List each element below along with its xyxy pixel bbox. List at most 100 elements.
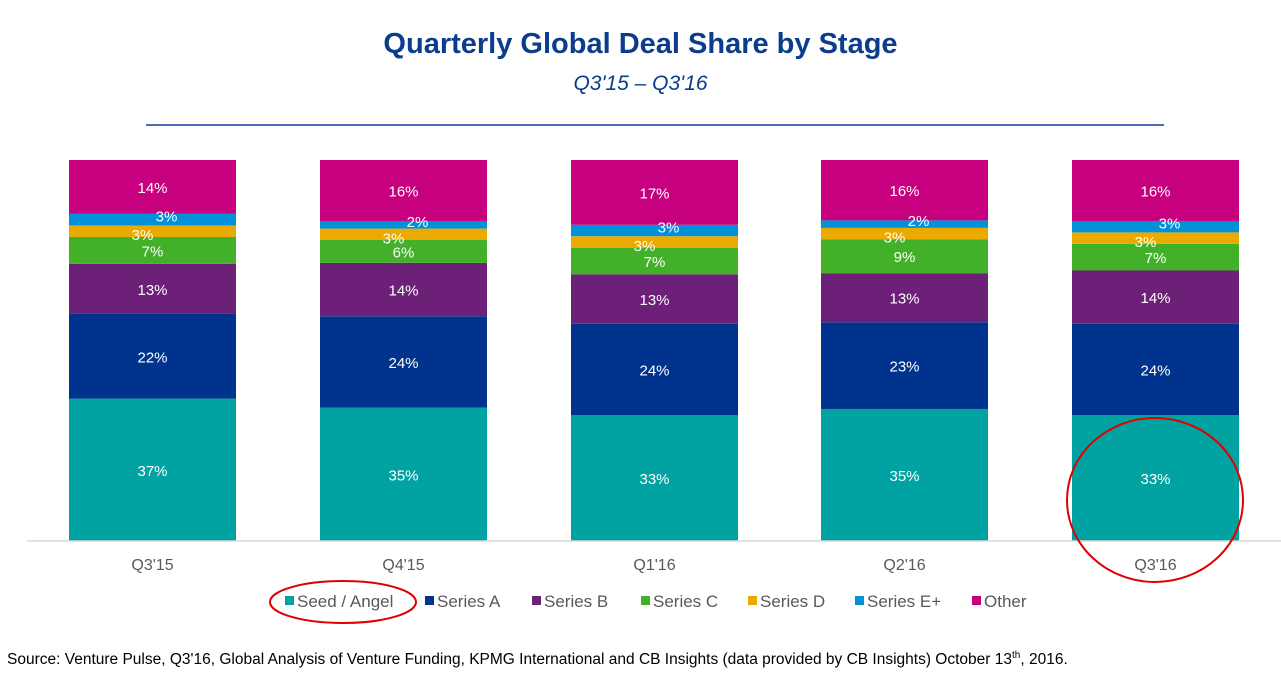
highlight-circle-bar xyxy=(1066,417,1244,583)
legend-label: Seed / Angel xyxy=(297,592,393,611)
legend-swatch xyxy=(972,596,981,605)
data-label-series-d: 3% xyxy=(634,238,656,255)
bar-segment-other xyxy=(320,160,487,221)
data-label-series-d: 3% xyxy=(884,230,906,247)
bar-segment-series-c xyxy=(571,247,738,275)
bar-segment-series-c xyxy=(1072,243,1239,271)
data-label-series-b: 13% xyxy=(639,292,669,309)
source-text: Source: Venture Pulse, Q3'16, Global Ana… xyxy=(7,651,1012,669)
x-tick-label: Q3'16 xyxy=(1134,557,1176,574)
data-label-series-e: 2% xyxy=(407,214,429,231)
bar-stack-q4-15: 35% 24% 14% 6%3%2% 16% xyxy=(320,160,487,541)
data-label-series-c: 7% xyxy=(644,254,666,271)
data-label-series-c: 6% xyxy=(393,244,415,261)
data-label-series-e: 3% xyxy=(156,209,178,226)
bar-segment-series-b xyxy=(571,274,738,324)
bar-segment-series-e xyxy=(1072,220,1239,233)
data-label-series-c: 7% xyxy=(142,243,164,260)
bar-segment-series-a xyxy=(69,313,236,399)
data-label-series-b: 14% xyxy=(388,283,418,300)
bar-segment-series-e xyxy=(571,224,738,237)
source-note: Source: Venture Pulse, Q3'16, Global Ana… xyxy=(7,650,1068,669)
stacked-bar-chart: 37%22%13%7%3%3%14%35%24%14%6%3%2%16%33%2… xyxy=(27,160,1281,624)
bar-stack-q1-16: 33%24%13%7%3%3%17% xyxy=(571,160,738,541)
data-label-series-b: 14% xyxy=(1140,290,1170,307)
bars-group: 37%22%13%7%3%3%14%35%24%14%6%3%2%16%33%2… xyxy=(69,160,1239,541)
bar-segment-series-e xyxy=(320,220,487,229)
bar-segment-series-d xyxy=(821,227,988,240)
data-label-other: 14% xyxy=(137,180,167,197)
bar-segment-series-c xyxy=(320,240,487,263)
bar-stack-q2-16: 35% 23% 13% 9% 3%2% 16% xyxy=(821,160,988,541)
bar-segment-series-e xyxy=(69,213,236,226)
bar-segment-series-b xyxy=(821,273,988,323)
data-label-seed-angel: 37% xyxy=(137,463,167,480)
data-label-series-b: 13% xyxy=(137,282,167,299)
data-label-seed-angel: 33% xyxy=(1140,471,1170,488)
highlight-circle-legend xyxy=(269,580,417,624)
chart-title: Quarterly Global Deal Share by Stage xyxy=(383,28,898,60)
bar-segment-other xyxy=(69,160,236,214)
data-label-seed-angel: 35% xyxy=(889,468,919,485)
legend-item-series-a: Series A xyxy=(425,592,501,611)
data-label-series-e: 3% xyxy=(658,219,680,236)
data-label-series-e: 3% xyxy=(1159,216,1181,233)
legend-swatch xyxy=(748,596,757,605)
bar-segment-series-b xyxy=(69,263,236,314)
title-divider xyxy=(146,124,1164,126)
legend-swatch xyxy=(285,596,294,605)
bar-segment-seed-angel xyxy=(571,415,738,541)
data-label-series-d: 3% xyxy=(383,230,405,247)
bar-segment-series-a xyxy=(571,323,738,416)
legend-item-series-e: Series E+ xyxy=(855,592,941,611)
legend-swatch xyxy=(425,596,434,605)
data-label-series-c: 9% xyxy=(894,249,916,266)
data-label-series-a: 22% xyxy=(137,349,167,366)
legend-label: Series A xyxy=(437,592,501,611)
data-label-series-d: 3% xyxy=(1135,234,1157,251)
data-label-other: 16% xyxy=(1140,183,1170,200)
bar-segment-series-e xyxy=(821,220,988,228)
data-label-other: 16% xyxy=(889,183,919,200)
bar-segment-series-a xyxy=(320,316,487,408)
bar-segment-other xyxy=(571,160,738,225)
legend-item-series-c: Series C xyxy=(641,592,718,611)
bar-segment-series-a xyxy=(821,322,988,409)
data-label-other: 16% xyxy=(388,183,418,200)
x-tick-label: Q2'16 xyxy=(883,557,925,574)
legend-label: Series D xyxy=(760,592,825,611)
legend-item-seed-angel: Seed / Angel xyxy=(285,592,393,611)
x-tick-label: Q4'15 xyxy=(382,557,424,574)
legend-label: Series C xyxy=(653,592,718,611)
chart-subtitle: Q3'15 – Q3'16 xyxy=(573,72,708,95)
legend-label: Series E+ xyxy=(867,592,941,611)
data-label-series-a: 23% xyxy=(889,359,919,376)
bar-segment-seed-angel xyxy=(821,408,988,541)
data-label-series-a: 24% xyxy=(388,355,418,372)
bar-segment-series-d xyxy=(571,236,738,248)
data-label-seed-angel: 33% xyxy=(639,471,669,488)
data-label-seed-angel: 35% xyxy=(388,467,418,484)
bar-segment-other xyxy=(1072,160,1239,221)
legend-item-series-b: Series B xyxy=(532,592,608,611)
bar-segment-series-a xyxy=(1072,323,1239,416)
bar-segment-series-d xyxy=(320,228,487,241)
legend-item-other: Other xyxy=(972,592,1027,611)
data-label-series-b: 13% xyxy=(889,291,919,308)
annotations xyxy=(269,417,1244,624)
bar-segment-series-d xyxy=(1072,232,1239,244)
x-tick-label: Q3'15 xyxy=(131,557,173,574)
bar-segment-series-b xyxy=(320,262,487,317)
legend-label: Series B xyxy=(544,592,608,611)
legend: Seed / Angel Series A Series B Series C Seri… xyxy=(285,592,1027,611)
bar-segment-series-d xyxy=(69,225,236,237)
data-label-series-a: 24% xyxy=(639,363,669,380)
bar-segment-seed-angel xyxy=(69,398,236,541)
legend-label: Other xyxy=(984,592,1027,611)
source-suffix: , 2016. xyxy=(1020,651,1068,669)
bar-stack-q3-15: 37%22%13%7%3%3%14% xyxy=(69,160,236,541)
bar-segment-other xyxy=(821,160,988,221)
data-label-other: 17% xyxy=(639,185,669,202)
x-tick-labels: Q3'15 Q4'15 Q1'16 Q2'16 Q3'16 xyxy=(131,557,1176,574)
data-label-series-e: 2% xyxy=(908,213,930,230)
